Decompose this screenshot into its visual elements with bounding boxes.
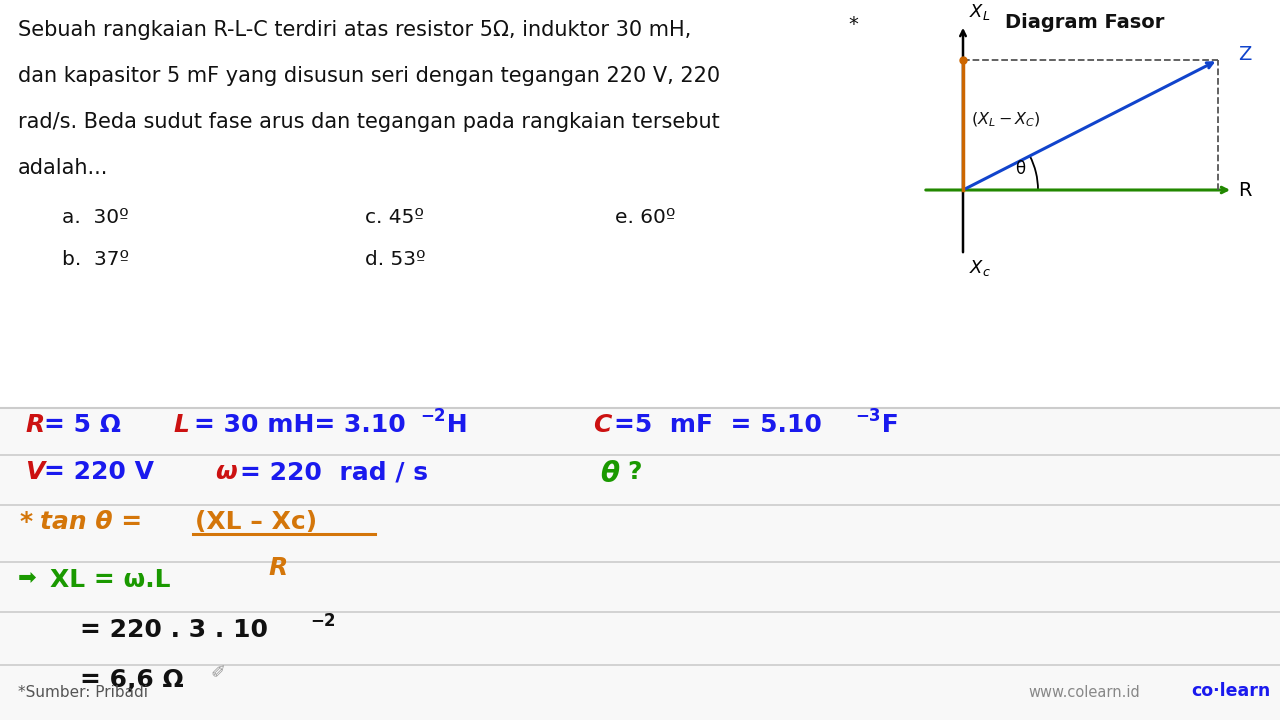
Text: c. 45º: c. 45º	[365, 208, 424, 227]
Text: *: *	[849, 15, 858, 34]
Text: d. 53º: d. 53º	[365, 250, 426, 269]
Text: adalah...: adalah...	[18, 158, 109, 178]
Text: Sebuah rangkaian R-L-C terdiri atas resistor 5Ω, induktor 30 mH,: Sebuah rangkaian R-L-C terdiri atas resi…	[18, 20, 691, 40]
Text: $X_L$: $X_L$	[969, 2, 991, 22]
Text: −2: −2	[420, 407, 445, 425]
Bar	[0, 0, 1280, 410]
Text: ✐: ✐	[210, 664, 225, 682]
Text: θ: θ	[600, 460, 620, 488]
Text: R: R	[1238, 181, 1252, 199]
Text: XL = ω.L: XL = ω.L	[50, 568, 170, 592]
Text: H: H	[438, 413, 467, 437]
Text: dan kapasitor 5 mF yang disusun seri dengan tegangan 220 V, 220: dan kapasitor 5 mF yang disusun seri den…	[18, 66, 721, 86]
Text: = 220  rad / s: = 220 rad / s	[241, 460, 428, 484]
Text: $(X_L - X_C)$: $(X_L - X_C)$	[972, 111, 1041, 129]
Text: tan θ =: tan θ =	[40, 510, 142, 534]
Text: R: R	[268, 556, 287, 580]
Text: F: F	[873, 413, 899, 437]
Text: = 6,6 Ω: = 6,6 Ω	[79, 668, 183, 692]
Text: $X_c$: $X_c$	[969, 258, 991, 278]
Text: = 220 V: = 220 V	[44, 460, 154, 484]
Text: = 5 Ω: = 5 Ω	[44, 413, 120, 437]
Text: L: L	[173, 413, 189, 437]
Text: *Sumber: Pribadi: *Sumber: Pribadi	[18, 685, 148, 700]
Text: −2: −2	[310, 612, 335, 630]
Text: C: C	[593, 413, 612, 437]
Text: θ: θ	[1015, 160, 1025, 178]
Text: −3: −3	[855, 407, 881, 425]
Text: R: R	[26, 413, 45, 437]
Text: Diagram Fasor: Diagram Fasor	[1005, 13, 1165, 32]
Text: Z: Z	[1238, 45, 1252, 65]
Text: b.  37º: b. 37º	[61, 250, 129, 269]
Text: = 220 . 3 . 10: = 220 . 3 . 10	[79, 618, 268, 642]
Text: co·learn: co·learn	[1190, 682, 1270, 700]
Text: rad/s. Beda sudut fase arus dan tegangan pada rangkaian tersebut: rad/s. Beda sudut fase arus dan tegangan…	[18, 112, 719, 132]
Text: www.colearn.id: www.colearn.id	[1028, 685, 1140, 700]
Text: =5  mF  = 5.10: =5 mF = 5.10	[614, 413, 822, 437]
Text: *: *	[20, 510, 33, 534]
Text: a.  30º: a. 30º	[61, 208, 129, 227]
Text: ?: ?	[627, 460, 641, 484]
Text: (XL – Xc): (XL – Xc)	[195, 510, 317, 534]
Bar	[0, 408, 1280, 720]
Text: = 30 mH= 3.10: = 30 mH= 3.10	[195, 413, 406, 437]
Text: ➡: ➡	[18, 568, 37, 588]
Text: ω: ω	[215, 460, 237, 484]
Text: V: V	[26, 460, 45, 484]
Text: e. 60º: e. 60º	[614, 208, 676, 227]
